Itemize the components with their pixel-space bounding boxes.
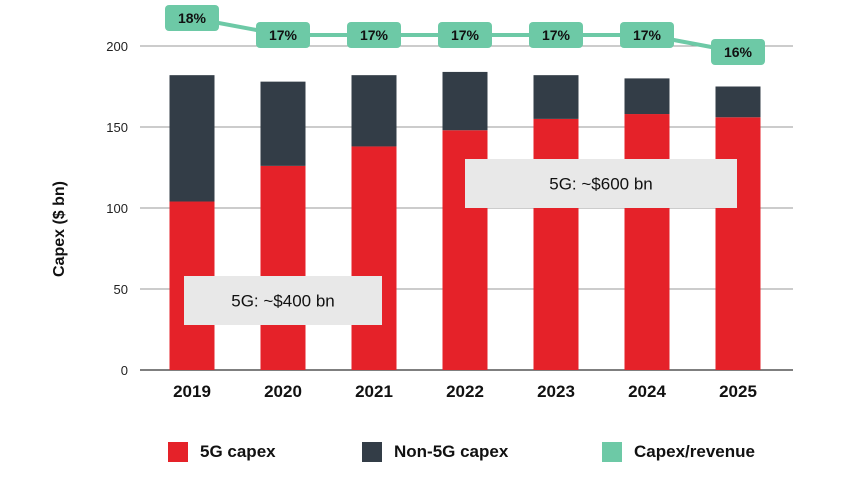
bar-non-5g-capex — [533, 75, 579, 119]
line-point-box — [620, 22, 674, 48]
legend-swatch-capex-revenue — [602, 442, 622, 462]
y-axis-ticks: 0 50 100 150 200 — [106, 39, 128, 378]
y-axis-label: Capex ($ bn) — [51, 181, 68, 277]
bar-non-5g-capex — [442, 71, 488, 131]
legend-label-capex-revenue: Capex/revenue — [634, 442, 755, 461]
legend-label-non-5g-capex: Non-5G capex — [394, 442, 509, 461]
bar-non-5g-capex — [715, 86, 761, 118]
bar-series — [169, 71, 761, 371]
line-point-label: 17% — [360, 27, 389, 43]
line-point-label: 17% — [542, 27, 571, 43]
legend: 5G capex Non-5G capex Capex/revenue — [0, 436, 850, 468]
line-point-label: 17% — [451, 27, 480, 43]
annotation-box — [184, 276, 382, 325]
line-point-box — [529, 22, 583, 48]
line-point-box — [711, 39, 765, 65]
x-tick-label: 2025 — [719, 382, 757, 401]
line-point-box — [438, 22, 492, 48]
bar-non-5g-capex — [351, 75, 397, 147]
line-point-box — [165, 5, 219, 31]
y-tick-label: 200 — [106, 39, 128, 54]
legend-item-5g-capex: 5G capex — [168, 436, 276, 468]
line-point-label: 17% — [633, 27, 662, 43]
x-tick-label: 2023 — [537, 382, 575, 401]
line-point-label: 17% — [269, 27, 298, 43]
x-tick-label: 2024 — [628, 382, 666, 401]
y-tick-label: 150 — [106, 120, 128, 135]
line-point-label: 18% — [178, 10, 207, 26]
x-tick-label: 2021 — [355, 382, 393, 401]
annotation-text: 5G: ~$600 bn — [549, 175, 653, 194]
legend-swatch-5g-capex — [168, 442, 188, 462]
bar-non-5g-capex — [260, 81, 306, 166]
line-point-box — [347, 22, 401, 48]
line-point-box — [256, 22, 310, 48]
legend-item-non-5g-capex: Non-5G capex — [362, 436, 508, 468]
x-axis-ticks: 2019 2020 2021 2022 2023 2024 2025 — [173, 382, 757, 401]
annotations: 5G: ~$400 bn 5G: ~$600 bn — [184, 159, 737, 325]
line-point-label: 16% — [724, 44, 753, 60]
x-tick-label: 2022 — [446, 382, 484, 401]
bar-5g-capex — [260, 165, 306, 370]
annotation-box — [465, 159, 737, 208]
bar-non-5g-capex — [624, 78, 670, 115]
annotation-text: 5G: ~$400 bn — [231, 292, 335, 311]
legend-swatch-non-5g-capex — [362, 442, 382, 462]
y-tick-label: 50 — [114, 282, 128, 297]
bar-5g-capex — [533, 118, 579, 371]
bar-5g-capex — [351, 146, 397, 370]
y-tick-label: 100 — [106, 201, 128, 216]
x-tick-label: 2020 — [264, 382, 302, 401]
legend-item-capex-revenue: Capex/revenue — [602, 436, 755, 468]
capex-revenue-line: 18% 17% 17% 17% 17% 17% 16% — [165, 5, 765, 65]
legend-label-5g-capex: 5G capex — [200, 442, 276, 461]
y-tick-label: 0 — [121, 363, 128, 378]
bar-5g-capex — [624, 114, 670, 370]
bar-5g-capex — [715, 117, 761, 370]
x-tick-label: 2019 — [173, 382, 211, 401]
bar-non-5g-capex — [169, 75, 215, 202]
